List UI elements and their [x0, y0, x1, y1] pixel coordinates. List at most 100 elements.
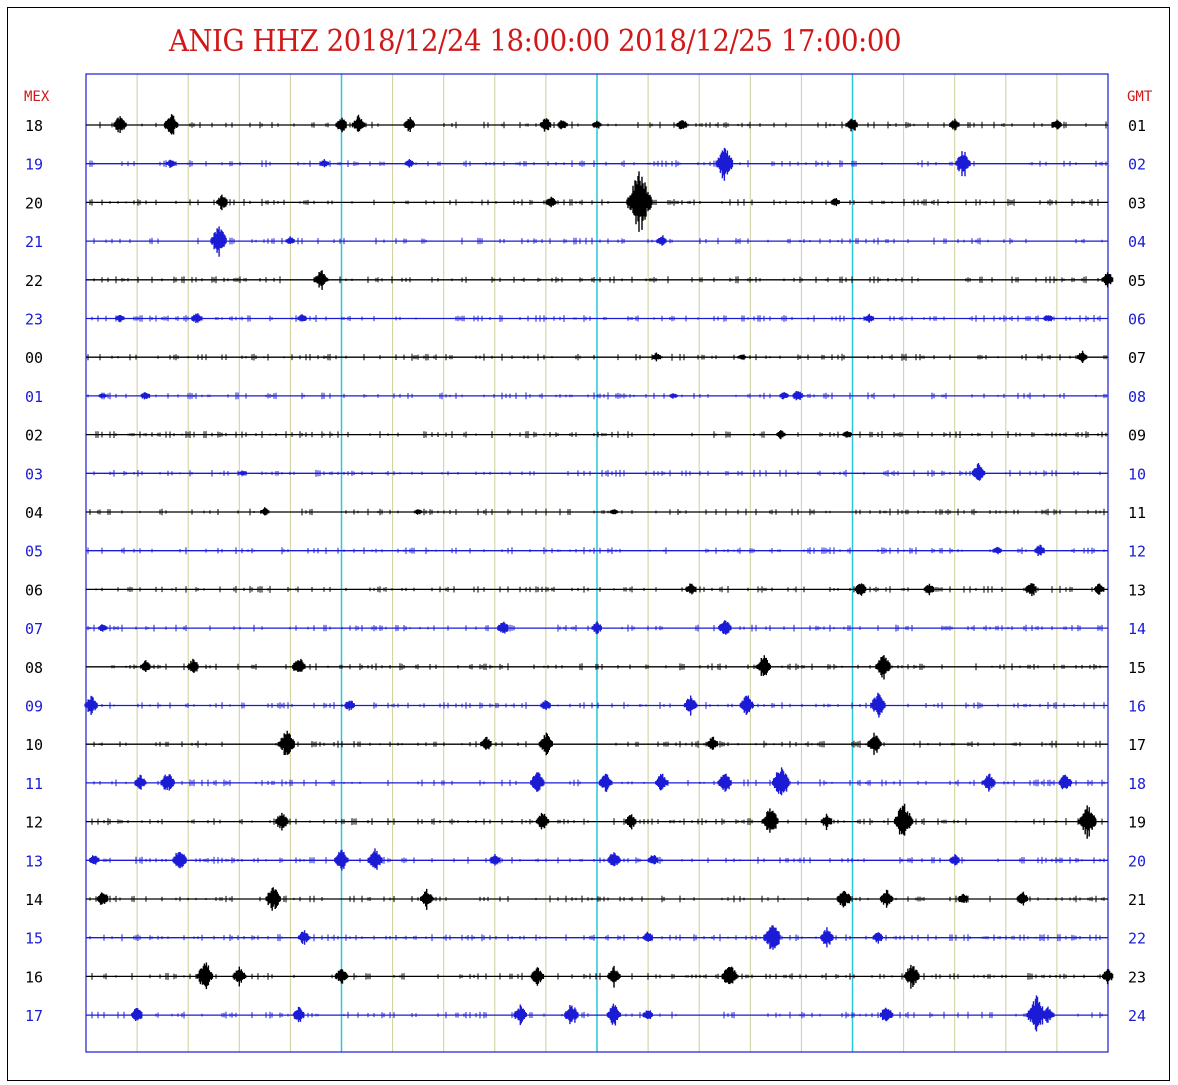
mex-hour-label: 09	[25, 698, 43, 716]
seismic-event	[1101, 272, 1114, 288]
mex-hour-label: 21	[25, 233, 43, 251]
seismic-event	[771, 767, 790, 796]
seismic-event	[923, 583, 935, 596]
mex-hour-label: 07	[25, 620, 43, 638]
gmt-hour-label: 02	[1128, 156, 1146, 174]
seismic-event	[756, 655, 771, 676]
gmt-hour-label: 08	[1128, 388, 1146, 406]
seismic-event	[606, 1003, 622, 1026]
gmt-hour-label: 12	[1128, 543, 1146, 561]
seismic-event	[642, 1010, 653, 1019]
seismic-event	[846, 118, 858, 132]
seismic-event	[1034, 544, 1045, 556]
gmt-hour-label: 07	[1128, 349, 1146, 367]
seismic-event	[115, 315, 125, 323]
mex-hour-label: 01	[25, 388, 43, 406]
gmt-hour-label: 04	[1128, 233, 1146, 251]
mex-hour-label: 22	[25, 272, 43, 290]
seismic-event	[872, 932, 883, 944]
seismic-event	[557, 120, 568, 130]
seismic-event	[564, 1005, 579, 1025]
seismic-event	[867, 732, 882, 755]
gmt-hour-label: 13	[1128, 581, 1146, 599]
seismic-event	[836, 890, 852, 908]
gmt-hour-label: 09	[1128, 427, 1146, 445]
seismic-event	[413, 509, 423, 515]
seismic-event	[166, 159, 176, 168]
seismic-event	[625, 814, 637, 830]
seismic-event	[820, 927, 834, 948]
plot-frame	[85, 73, 1109, 1053]
mex-hour-label: 11	[25, 775, 43, 793]
seismic-event	[592, 120, 602, 129]
gmt-hour-label: 16	[1128, 698, 1146, 716]
seismic-event	[685, 583, 696, 595]
seismic-event	[334, 969, 349, 984]
seismic-event	[319, 159, 329, 168]
seismic-event	[820, 813, 833, 830]
gmt-hour-label: 14	[1128, 620, 1146, 638]
mex-hour-label: 10	[25, 736, 43, 754]
trace-noise	[93, 276, 1103, 284]
seismic-event	[957, 893, 969, 903]
mex-hour-label: 00	[25, 349, 43, 367]
seismic-event	[238, 471, 247, 476]
mex-hour-label: 06	[25, 581, 43, 599]
seismic-event	[1043, 315, 1053, 322]
trace-noise	[91, 818, 1103, 826]
seismic-event	[140, 392, 151, 400]
seismic-event	[655, 773, 669, 791]
mex-hour-label: 19	[25, 156, 43, 174]
seismic-event	[140, 660, 151, 672]
gmt-hour-label: 11	[1128, 504, 1146, 522]
seismic-event	[651, 352, 662, 362]
gmt-hour-label: 20	[1128, 852, 1146, 870]
seismic-event	[607, 852, 621, 867]
seismic-event	[404, 159, 415, 168]
seismic-event	[98, 624, 108, 632]
seismic-event	[538, 732, 553, 756]
seismic-event	[763, 925, 781, 950]
seismic-event	[715, 147, 734, 181]
mex-hour-label: 04	[25, 504, 43, 522]
seismic-event	[535, 812, 550, 830]
chart-title: ANIG HHZ 2018/12/24 18:00:00 2018/12/25 …	[168, 24, 902, 59]
seismic-event	[776, 430, 786, 440]
seismic-event	[737, 354, 746, 360]
seismic-event	[314, 270, 328, 290]
trace-noise	[87, 547, 1105, 555]
seismic-event	[676, 120, 688, 130]
mex-hour-label: 16	[25, 968, 43, 986]
seismic-event	[480, 736, 492, 750]
seismic-event	[722, 966, 738, 985]
seismic-event	[210, 226, 227, 257]
seismic-event	[669, 393, 678, 399]
seismic-event	[893, 803, 914, 836]
seismic-event	[344, 700, 355, 711]
seismic-event	[297, 314, 307, 322]
seismic-event	[609, 509, 619, 515]
seismic-event	[160, 774, 175, 791]
gmt-hour-label: 03	[1128, 194, 1146, 212]
seismic-event	[530, 772, 545, 792]
seismic-event	[96, 892, 109, 905]
seismic-event	[489, 854, 500, 866]
trace-noise	[91, 315, 1101, 322]
seismic-event	[1042, 1006, 1054, 1023]
seismic-event	[98, 393, 108, 398]
mex-hour-label: 03	[25, 465, 43, 483]
mex-hour-label: 17	[25, 1007, 43, 1025]
gmt-hour-label: 17	[1128, 736, 1146, 754]
seismic-event	[739, 695, 754, 715]
mex-header: MEX	[24, 89, 50, 105]
seismic-event	[292, 658, 306, 672]
mex-hour-label: 23	[25, 311, 43, 329]
trace-noise	[89, 508, 1105, 516]
figure-border	[7, 7, 1170, 1081]
seismic-event	[598, 773, 613, 792]
seismic-event	[275, 812, 289, 831]
gmt-hour-label: 18	[1128, 775, 1146, 793]
seismic-event	[626, 171, 653, 232]
trace-noise	[91, 1011, 1103, 1019]
seismic-event	[497, 621, 509, 634]
